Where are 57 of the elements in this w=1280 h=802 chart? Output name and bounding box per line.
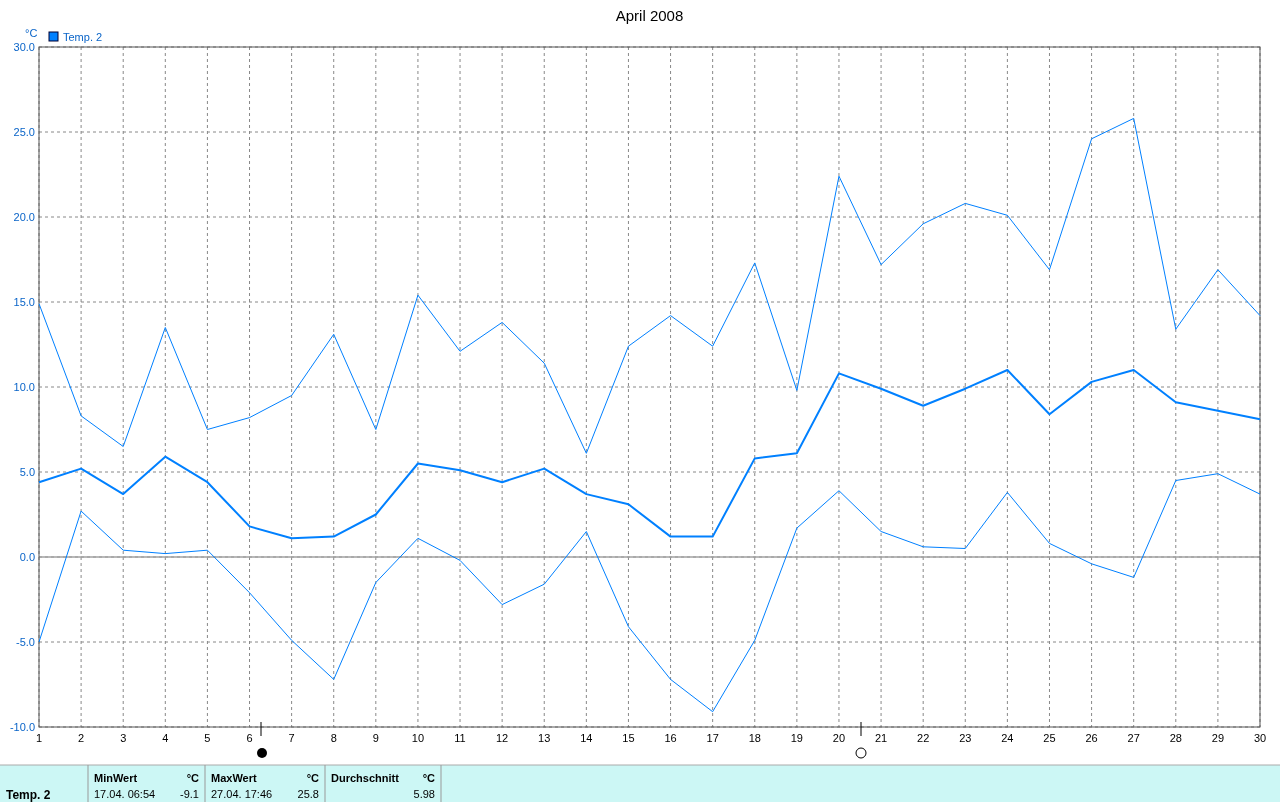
y-tick-label: 10.0 [13,381,35,393]
x-tick-label: 12 [496,732,509,744]
x-tick-label: 17 [706,732,719,744]
x-tick-label: 26 [1085,732,1098,744]
legend-label: Temp. 2 [63,31,103,43]
text: 27.04. 17:46 [211,788,273,800]
x-tick-label: 30 [1253,732,1267,744]
text: -9.1 [180,788,199,800]
text: MaxWert [211,772,257,784]
x-tick-label: 8 [330,732,337,744]
x-tick-label: 27 [1127,732,1140,744]
line-series [38,117,1261,454]
x-tick-label: 2 [78,732,85,744]
x-tick-label: 25 [1043,732,1056,744]
y-tick-label: -5.0 [16,636,35,648]
x-tick-label: 6 [246,732,253,744]
chart-title: April 2008 [615,7,684,24]
text: °C [186,772,200,784]
x-tick-label: 24 [1001,732,1014,744]
text: 5.98 [413,788,435,800]
line-series [38,369,1261,540]
y-tick-label: 20.0 [13,211,35,223]
line-series [38,473,1261,713]
x-tick-label: 19 [790,732,803,744]
x-tick-label: 11 [454,732,466,744]
text: MinWert [94,772,138,784]
y-tick-label: 25.0 [13,126,35,138]
text: 17.04. 06:54 [94,788,156,800]
y-tick-label: 0.0 [19,551,35,563]
x-tick-label: 9 [372,732,379,744]
y-tick-label: 5.0 [19,466,35,478]
x-tick-label: 28 [1169,732,1182,744]
x-tick-label: 29 [1211,732,1225,744]
x-tick-label: 22 [917,732,930,744]
x-tick-label: 7 [288,732,295,744]
x-tick-label: 23 [959,732,972,744]
x-tick-label: 15 [622,732,635,744]
text: Durchschnitt [331,772,400,784]
y-axis-title: °C [25,27,38,39]
y-tick-label: 15.0 [13,296,35,308]
x-tick-label: 4 [162,732,169,744]
x-tick-label: 5 [204,732,211,744]
y-tick-label: 30.0 [13,41,35,53]
x-tick-label: 10 [411,732,425,744]
text: °C [306,772,320,784]
y-tick-label: -10.0 [9,721,35,733]
x-tick-label: 16 [664,732,677,744]
x-tick-label: 3 [120,732,127,744]
x-tick-label: 21 [874,732,888,744]
x-tick-label: 18 [748,732,761,744]
text: °C [422,772,436,784]
x-tick-label: 1 [35,732,43,744]
text: Temp. 2 [6,788,51,802]
x-tick-label: 20 [832,732,846,744]
x-tick-label: 13 [538,732,551,744]
x-tick-label: 14 [580,732,593,744]
text: 25.8 [297,788,319,800]
